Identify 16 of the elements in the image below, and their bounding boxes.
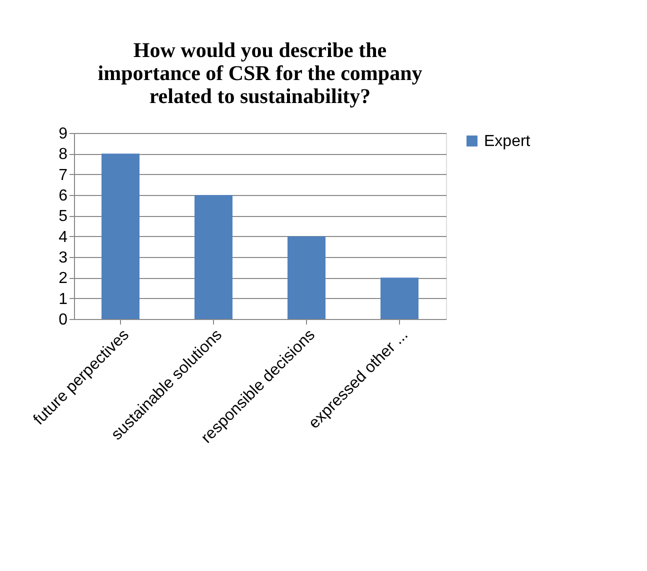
y-tick-label: 3 <box>58 250 68 266</box>
chart-title: How would you describe the importance of CSR for the company related to sustainability? <box>98 38 423 108</box>
y-tick-label: 9 <box>58 126 68 142</box>
bar <box>380 278 418 319</box>
y-tick-label: 0 <box>58 312 68 328</box>
y-tick-label: 8 <box>58 146 68 164</box>
y-tick-label: 1 <box>58 290 68 308</box>
y-tick-label: 4 <box>58 228 68 246</box>
legend-label: Expert <box>484 133 531 150</box>
y-tick-label: 6 <box>58 188 68 204</box>
bar <box>194 195 232 319</box>
bar <box>288 236 326 319</box>
y-tick-label: 2 <box>58 270 68 288</box>
y-tick-label: 7 <box>58 166 68 184</box>
bar <box>102 154 140 319</box>
y-tick-label: 5 <box>58 208 68 226</box>
